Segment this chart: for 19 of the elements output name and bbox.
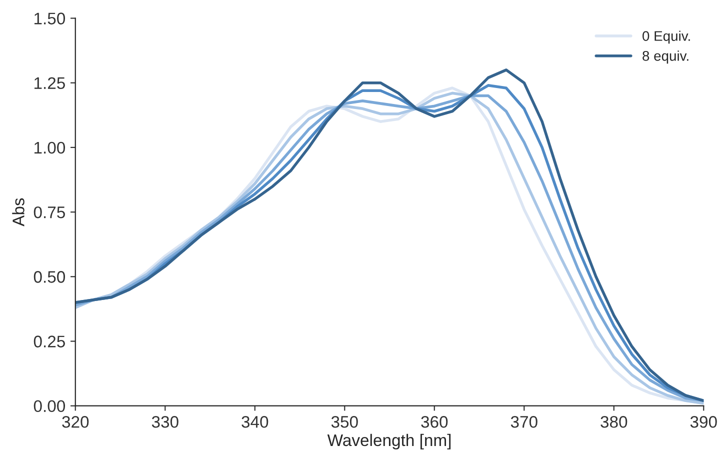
x-tick-label: 330 [152,416,178,428]
x-tick-label: 340 [242,416,268,428]
y-tick-label: 0.25 [34,336,65,348]
y-tick-label: 1.25 [34,77,65,90]
y-axis-title: Abs [12,198,24,226]
y-tick-label: 1.50 [34,12,66,24]
x-tick-label: 380 [600,416,628,428]
x-tick-label: 320 [62,416,89,428]
x-tick-label: 360 [421,416,448,428]
x-tick-label: 350 [331,416,358,428]
y-tick-label: 1.00 [34,142,66,154]
y-tick-label: 0.50 [34,271,66,283]
y-tick-label: 0.75 [34,206,65,218]
x-axis-title: Wavelength [nm] [327,434,451,450]
x-tick-label: 370 [510,416,538,428]
legend-label: 0 Equiv. [642,30,690,44]
legend-label: 8 equiv. [642,50,688,64]
x-tick-label: 390 [690,416,717,428]
y-tick-label: 0.00 [34,400,66,412]
